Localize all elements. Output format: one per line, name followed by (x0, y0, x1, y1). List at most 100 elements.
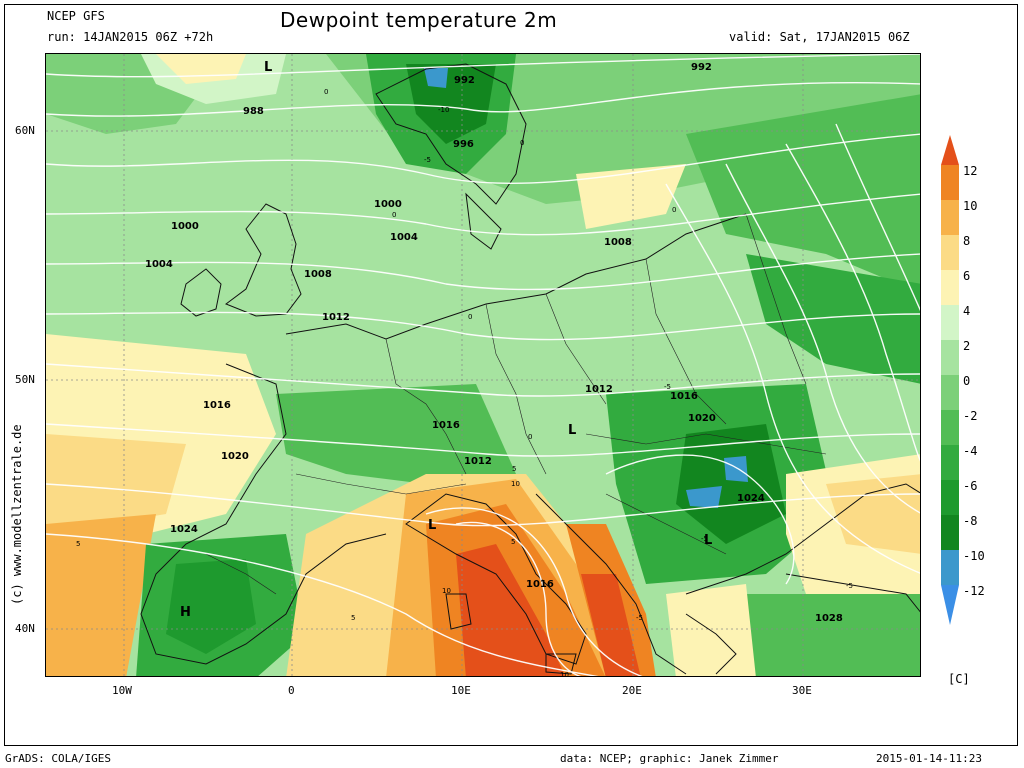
pressure-label: 1016 (670, 391, 698, 402)
pressure-centers: L L L L H (180, 60, 712, 620)
footer-software: GrADS: COLA/IGES (5, 752, 111, 765)
pressure-label: 1016 (526, 579, 554, 590)
colorbar-swatch (941, 340, 959, 375)
pressure-label: 992 (691, 62, 712, 73)
dewpoint-label: -5 (664, 383, 671, 391)
graticule (46, 54, 920, 676)
colorbar-swatch (941, 445, 959, 480)
dewpoint-label: -5 (424, 156, 431, 164)
lon-label: 0 (288, 684, 295, 697)
coast-north-europe (285, 213, 747, 340)
field-m8-iberia (166, 559, 256, 654)
coast-adriatic (535, 493, 687, 675)
coast-denmark (465, 192, 502, 250)
field-m10-romania (676, 424, 786, 544)
colorbar-swatch (941, 235, 959, 270)
pressure-label: 1000 (374, 199, 402, 210)
dewpoint-label: -5 (846, 582, 853, 590)
coast-west-europe (140, 363, 387, 665)
lon-label: 20E (622, 684, 642, 697)
colorbar-swatch (941, 200, 959, 235)
pressure-label-group: 992 992 988 996 1000 1000 1004 1004 1008… (145, 62, 843, 624)
colorbar-unit: [C] (948, 672, 970, 686)
pressure-label: 1024 (170, 524, 198, 535)
pressure-label: 1004 (145, 259, 173, 270)
map-title: Dewpoint temperature 2m (280, 8, 558, 32)
coast-scandinavia (375, 63, 527, 205)
low-center: L (704, 533, 712, 548)
colorbar-label: -6 (963, 479, 978, 493)
dewpoint-label: -10 (438, 106, 449, 114)
colorbar (941, 135, 959, 625)
dewpoint-label: 0 (672, 206, 676, 214)
field-m12-norway (424, 68, 448, 88)
coastlines (140, 63, 920, 675)
lon-label: 30E (792, 684, 812, 697)
pressure-label: 996 (453, 139, 474, 150)
colorbar-label: 8 (963, 234, 971, 248)
coast-black-sea (685, 483, 920, 595)
coast-turkey (785, 573, 920, 613)
low-center: L (568, 423, 576, 438)
colorbar-label: 4 (963, 304, 971, 318)
colorbar-swatch (941, 375, 959, 410)
lat-label: 60N (15, 124, 35, 137)
field-m4-russia (686, 94, 920, 294)
model-name: NCEP GFS (47, 9, 105, 23)
dewpoint-label: 0 (468, 313, 472, 321)
field-m4-turkey (736, 594, 920, 676)
colorbar-label: 10 (963, 199, 978, 213)
colorbar-swatch (941, 165, 959, 200)
dewpoint-label: 5 (351, 614, 355, 622)
run-info: run: 14JAN2015 06Z +72h (47, 30, 214, 44)
colorbar-arrow-top (941, 135, 959, 165)
pressure-label: 1016 (203, 400, 231, 411)
pressure-label: 1028 (815, 613, 843, 624)
dewpoint-label: 10 (442, 587, 451, 595)
colorbar-swatch (941, 480, 959, 515)
low-center: L (428, 518, 436, 533)
coast-sardinia (445, 593, 472, 630)
coast-sicily (545, 653, 577, 675)
country-borders (205, 213, 827, 595)
field-8-southwest (46, 514, 156, 676)
dewpoint-label: 5 (512, 465, 516, 473)
isobars (46, 54, 920, 676)
figure-frame (4, 4, 1018, 746)
field-m12-hungary (686, 486, 722, 508)
colorbar-label: 6 (963, 269, 971, 283)
colorbar-label: -4 (963, 444, 978, 458)
footer-credit: data: NCEP; graphic: Janek Zimmer (560, 752, 779, 765)
valid-time: valid: Sat, 17JAN2015 06Z (729, 30, 910, 44)
field-6-atlantic (46, 434, 186, 534)
dewpoint-label: 10 (511, 480, 520, 488)
colorbar-swatch (941, 515, 959, 550)
colorbar-label: 2 (963, 339, 971, 353)
dewpoint-label-group: -10 -5 -5 -5 -5 -5 0 0 0 0 0 0 5 5 5 5 1… (76, 88, 853, 676)
dewpoint-label: 0 (528, 433, 532, 441)
coast-italy (405, 493, 587, 665)
colorbar-swatch (941, 270, 959, 305)
colorbar-label: 0 (963, 374, 971, 388)
pressure-label: 1008 (304, 269, 332, 280)
watermark: (c) www.modellzentrale.de (10, 424, 24, 605)
dewpoint-map: 992 992 988 996 1000 1000 1004 1004 1008… (46, 54, 920, 676)
coast-greece (685, 613, 737, 675)
pressure-label: 992 (454, 75, 475, 86)
pressure-label: 1016 (432, 420, 460, 431)
field-m12-carpathians (724, 456, 748, 482)
colorbar-swatch (941, 550, 959, 585)
pressure-label: 1004 (390, 232, 418, 243)
dewpoint-label: -5 (701, 535, 708, 543)
pressure-label: 1012 (585, 384, 613, 395)
map-panel: 992 992 988 996 1000 1000 1004 1004 1008… (45, 53, 921, 677)
colorbar-arrow-bottom (941, 585, 959, 625)
colorbar-label: -2 (963, 409, 978, 423)
lon-label: 10W (112, 684, 132, 697)
footer-timestamp: 2015-01-14-11:23 (876, 752, 982, 765)
dewpoint-label: 5 (511, 538, 515, 546)
pressure-label: 1012 (322, 312, 350, 323)
dewpoint-label: 0 (324, 88, 328, 96)
colorbar-swatch (941, 410, 959, 445)
field-12-ionian (581, 574, 641, 676)
